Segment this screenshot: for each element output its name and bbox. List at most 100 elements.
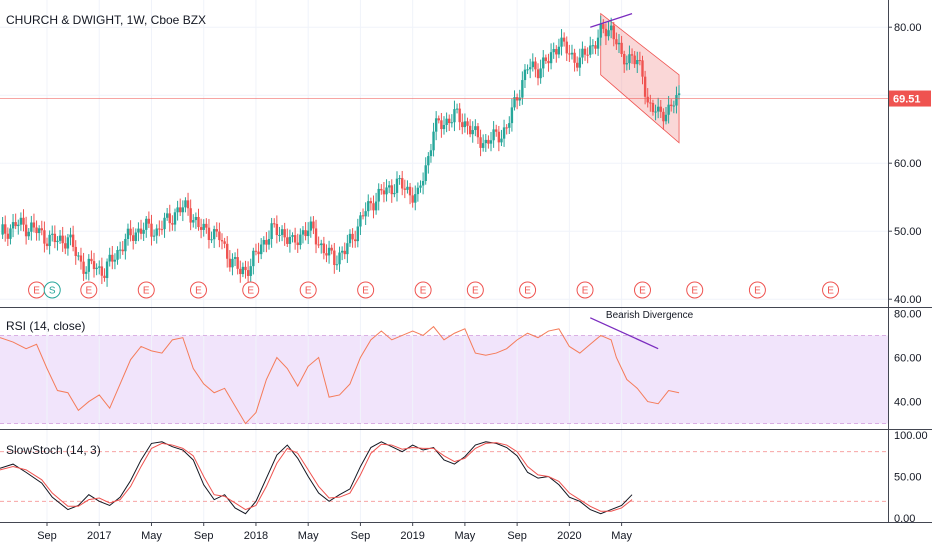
candle-body (4, 224, 7, 234)
x-tick-label: May (611, 530, 632, 542)
candle-body (259, 244, 263, 255)
candle-body (95, 267, 98, 270)
candle-body (361, 215, 365, 217)
candle-body (354, 239, 357, 242)
event-marker-label: E (143, 286, 150, 297)
stoch-k-line (0, 441, 633, 515)
candle-body (403, 188, 407, 190)
candle-body (262, 239, 265, 245)
candle-body (458, 108, 461, 123)
candle-body (69, 234, 72, 238)
candle-body (293, 235, 297, 243)
candle-body (346, 243, 349, 255)
candle-body (304, 230, 307, 237)
event-marker (189, 281, 207, 299)
candle-body (599, 24, 602, 38)
x-tick-label: Sep (507, 530, 527, 542)
candle-body (215, 229, 218, 232)
candle-body (544, 57, 548, 61)
x-tick-label: May (141, 530, 162, 542)
candle-body (581, 48, 584, 58)
candle-body (448, 118, 451, 124)
event-marker-label: E (472, 286, 479, 297)
candle-body (623, 53, 626, 65)
candle-body (565, 41, 568, 54)
candle-body (163, 217, 166, 230)
x-tick-label: Sep (194, 530, 214, 542)
candle-body (636, 60, 639, 65)
candle-body (489, 140, 493, 144)
candle-body (134, 232, 138, 241)
candle-body (61, 235, 64, 244)
candle-body (513, 97, 516, 108)
candle-body (445, 118, 448, 125)
candle-body (291, 235, 294, 237)
candle-body (500, 138, 503, 143)
candle-body (429, 150, 433, 157)
y-tick-label: 50.00 (894, 226, 922, 238)
candle-body (495, 129, 498, 132)
event-marker (242, 281, 260, 299)
candle-body (64, 243, 67, 249)
candle-body (651, 102, 655, 113)
candle-body (257, 251, 260, 255)
candle-body (656, 106, 660, 112)
candle-body (317, 244, 320, 246)
candle-body (165, 213, 169, 218)
candle-body (27, 231, 30, 237)
candle-body (105, 261, 109, 279)
candle-body (518, 97, 521, 101)
candle-body (137, 228, 140, 233)
candle-body (646, 96, 649, 103)
last-price-tag (889, 90, 931, 107)
candle-body (502, 127, 506, 139)
candle-body (369, 201, 373, 204)
candle-body (168, 213, 171, 224)
candle-body (479, 137, 482, 148)
candle-body (45, 243, 49, 247)
candle-body (51, 233, 54, 235)
candle-body (40, 228, 43, 231)
candle-body (17, 224, 20, 227)
event-marker-label: E (524, 286, 531, 297)
candle-body (497, 131, 501, 143)
candle-body (66, 237, 70, 249)
candle-body (536, 69, 540, 79)
candle-body (670, 104, 673, 107)
event-marker (822, 281, 840, 299)
candle-body (155, 228, 158, 236)
candle-body (607, 30, 610, 37)
candle-body (322, 243, 326, 254)
candle-body (643, 76, 647, 97)
rsi-y-tick-label: 40.00 (894, 397, 922, 409)
event-marker (299, 281, 317, 299)
candle-body (218, 231, 221, 241)
event-marker-label: E (362, 286, 369, 297)
candle-body (468, 125, 472, 135)
candle-body (186, 200, 190, 209)
chart-title: CHURCH & DWIGHT, 1W, Cboe BZX (6, 13, 207, 27)
candle-body (505, 127, 508, 129)
candle-body (330, 247, 333, 251)
candle-body (432, 131, 435, 151)
candle-body (197, 216, 200, 228)
candle-body (205, 223, 208, 228)
candle-body (299, 234, 302, 246)
rsi-line (0, 325, 680, 425)
candle-body (675, 95, 678, 106)
candle-body (296, 242, 299, 246)
x-tick-label: Sep (351, 530, 371, 542)
candle-body (408, 186, 412, 196)
event-marker-label: E (691, 286, 698, 297)
divergence-line-rsi (589, 317, 659, 350)
candle-body (152, 235, 156, 237)
candle-body (327, 247, 331, 256)
candle-body (372, 203, 375, 211)
candle-body (116, 249, 119, 260)
candle-body (210, 239, 213, 241)
event-marker-label: E (33, 286, 40, 297)
candle-body (30, 222, 33, 232)
candle-body (630, 54, 634, 56)
candle-body (139, 228, 143, 234)
event-marker-label: E (639, 286, 646, 297)
